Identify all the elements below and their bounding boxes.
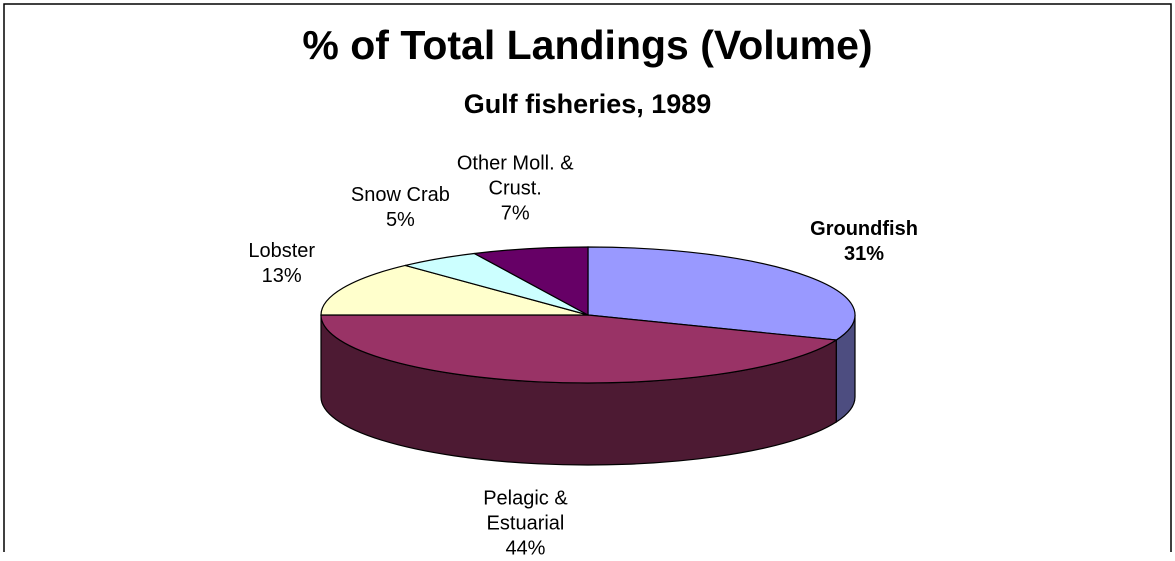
chart-frame [3, 3, 1172, 552]
chart-title: % of Total Landings (Volume) [302, 22, 873, 68]
slice-label: Lobster 13% [217, 239, 347, 289]
slice-label: Groundfish 31% [799, 217, 929, 267]
slice-value: 31% [844, 243, 885, 266]
slice-name: Snow Crab [350, 184, 450, 207]
slice-value: 13% [261, 264, 302, 287]
slice-label: Other Moll. & Crust. 7% [450, 151, 580, 226]
slice-value: 7% [500, 202, 530, 225]
chart-subtitle: Gulf fisheries, 1989 [463, 89, 712, 119]
pie-slice [472, 246, 589, 317]
pie-slice [587, 246, 856, 341]
slice-value: 5% [385, 209, 415, 232]
slice-label: Pelagic & Estuarial 44% [460, 486, 590, 561]
slice-name: Pelagic & Estuarial [483, 487, 568, 535]
slice-value: 44% [505, 537, 546, 560]
slice-name: Other Moll. & Crust. [456, 152, 574, 200]
slice-name: Lobster [248, 239, 316, 262]
slice-name: Groundfish [810, 218, 918, 241]
pie-slice [320, 314, 839, 384]
slice-label: Snow Crab 5% [335, 183, 465, 233]
pie-slice [320, 264, 589, 316]
